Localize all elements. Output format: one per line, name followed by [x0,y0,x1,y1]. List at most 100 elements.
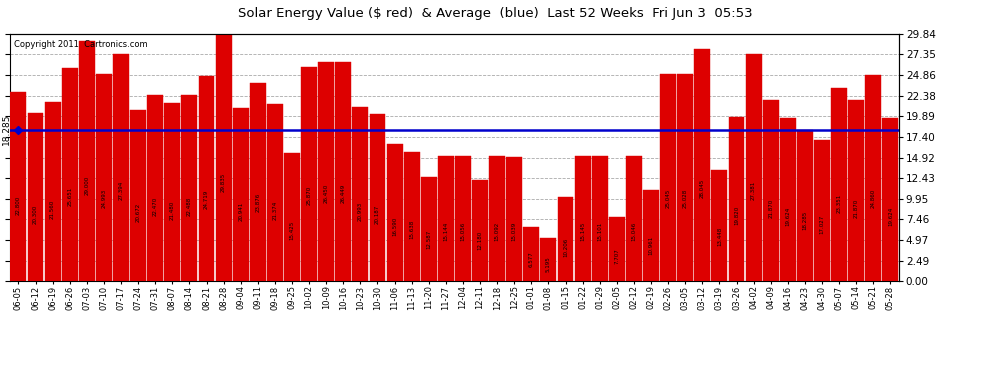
Text: 25.870: 25.870 [307,186,312,205]
Text: 15.638: 15.638 [409,220,414,239]
Text: 22.470: 22.470 [152,197,157,216]
Text: 20.300: 20.300 [33,204,38,224]
Text: 12.180: 12.180 [477,231,482,251]
Bar [848,100,864,281]
Text: 27.394: 27.394 [119,181,124,200]
Bar [11,92,27,281]
Text: 20.187: 20.187 [375,205,380,224]
Text: 18.285: 18.285 [2,114,11,146]
Bar [489,156,505,281]
Bar [421,177,437,281]
Bar [216,34,232,281]
Text: 15.056: 15.056 [460,222,465,241]
Text: 21.374: 21.374 [272,201,277,220]
Bar [592,156,608,281]
Bar [574,156,591,281]
Bar [865,75,881,281]
Bar [506,156,522,281]
Bar [199,76,215,281]
Bar [609,217,625,281]
Text: 24.860: 24.860 [871,189,876,209]
Text: 15.144: 15.144 [444,221,448,241]
Text: 5.195: 5.195 [545,256,551,272]
Text: 24.719: 24.719 [204,190,209,209]
Text: 15.101: 15.101 [597,222,602,241]
Bar [814,140,830,281]
Text: 19.624: 19.624 [785,207,790,226]
Bar [524,227,540,281]
Bar [45,102,60,281]
Bar [404,152,420,281]
Text: 28.045: 28.045 [700,178,705,198]
Bar [745,54,761,281]
Bar [472,180,488,281]
Text: 21.480: 21.480 [170,200,175,220]
Bar [712,170,728,281]
Text: 16.590: 16.590 [392,217,397,236]
Text: 26.449: 26.449 [341,184,346,203]
Bar [301,67,317,281]
Text: 27.381: 27.381 [751,181,756,200]
Bar [28,113,44,281]
Bar [387,144,403,281]
Text: 25.045: 25.045 [665,189,670,208]
Text: 15.046: 15.046 [632,222,637,241]
Text: 10.961: 10.961 [648,235,653,255]
Bar [455,156,471,281]
Text: 25.028: 25.028 [683,189,688,208]
Bar [644,190,659,281]
Bar [660,74,676,281]
Text: 17.027: 17.027 [820,215,825,234]
Text: 19.624: 19.624 [888,207,893,226]
Bar [336,62,351,281]
Text: 20.993: 20.993 [357,202,363,221]
Text: 26.450: 26.450 [324,184,329,203]
Text: 18.285: 18.285 [802,211,808,230]
Bar [284,153,300,281]
Bar [694,49,710,281]
Text: 24.993: 24.993 [101,189,107,208]
Text: 6.577: 6.577 [529,252,534,267]
Bar [677,74,693,281]
Text: 15.039: 15.039 [512,222,517,241]
Text: 19.820: 19.820 [734,206,739,225]
Bar [233,108,248,281]
Bar [130,110,147,281]
Text: 7.707: 7.707 [615,248,620,264]
Text: 15.092: 15.092 [495,222,500,241]
Bar [318,62,335,281]
Bar [762,100,779,281]
Text: 15.425: 15.425 [289,220,294,240]
Text: 10.206: 10.206 [563,238,568,257]
Bar [557,196,573,281]
Text: 21.870: 21.870 [768,199,773,218]
Bar [369,114,385,281]
Bar [626,156,642,281]
Bar [438,156,453,281]
Bar [79,41,95,281]
Bar [181,95,197,281]
Bar [780,118,796,281]
Bar [267,104,283,281]
Text: 22.488: 22.488 [187,197,192,216]
Text: 23.351: 23.351 [837,194,842,213]
Text: 12.587: 12.587 [427,230,432,249]
Bar [832,88,847,281]
Text: 21.870: 21.870 [853,199,858,218]
Bar [113,54,129,281]
Text: 20.672: 20.672 [136,203,141,222]
Text: 13.448: 13.448 [717,227,722,246]
Text: 21.560: 21.560 [50,200,55,219]
Text: 20.941: 20.941 [239,202,244,221]
Text: 15.145: 15.145 [580,221,585,241]
Text: 25.651: 25.651 [67,186,72,206]
Text: 23.876: 23.876 [255,192,260,211]
Bar [797,130,813,281]
Text: Copyright 2011  Cartronics.com: Copyright 2011 Cartronics.com [14,40,148,49]
Bar [729,117,744,281]
Bar [164,103,180,281]
Bar [882,118,898,281]
Text: 22.800: 22.800 [16,196,21,215]
Bar [249,83,265,281]
Bar [61,69,77,281]
